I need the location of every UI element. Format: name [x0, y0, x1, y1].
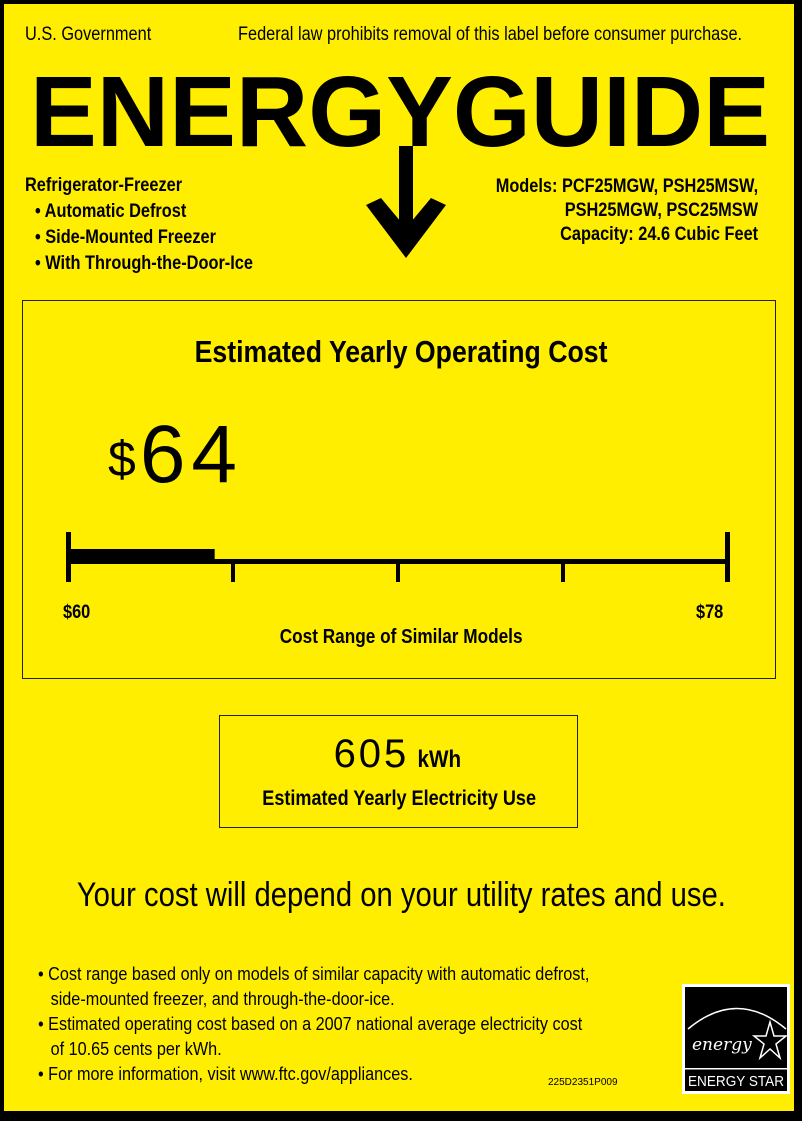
feature-item: • Side-Mounted Freezer — [35, 227, 216, 248]
cost-title: Estimated Yearly Operating Cost — [194, 334, 608, 369]
models-line: Models: PCF25MGW, PSH25MSW, — [495, 176, 758, 197]
range-min-label: $60 — [63, 602, 91, 623]
scale-tick — [561, 560, 565, 582]
us-government-text: U.S. Government — [25, 24, 152, 45]
feature-item: • Automatic Defrost — [35, 201, 187, 222]
range-caption: Cost Range of Similar Models — [279, 626, 523, 648]
models-line: PSH25MGW, PSC25MSW — [564, 200, 758, 221]
kwh-value: 605 kWh — [333, 732, 461, 776]
range-max-label: $78 — [696, 602, 724, 623]
kwh-caption: Estimated Yearly Electricity Use — [262, 787, 536, 810]
product-type: Refrigerator-Freezer — [25, 175, 183, 196]
scale-tick — [396, 560, 400, 582]
cost-indicator-bar — [68, 549, 215, 563]
energy-script: energy — [692, 1035, 752, 1055]
capacity: Capacity: 24.6 Cubic Feet — [560, 224, 758, 245]
arrow-down-icon — [366, 146, 446, 258]
cost-value: $64 — [108, 409, 244, 500]
footnotes: • Cost range based only on models of sim… — [38, 962, 651, 1087]
operating-cost-box — [22, 300, 776, 679]
star-icon — [751, 1019, 789, 1061]
energy-star-logo: energy ENERGY STAR — [682, 984, 790, 1094]
cost-range-scale — [66, 532, 730, 582]
depend-note: Your cost will depend on your utility ra… — [76, 876, 726, 914]
removal-warning: Federal law prohibits removal of this la… — [238, 24, 743, 45]
footnote: • Cost range based only on models of sim… — [38, 964, 590, 1009]
feature-item: • With Through-the-Door-Ice — [35, 253, 253, 274]
energyguide-logo: ENERGYGUIDE — [30, 56, 770, 258]
electricity-use-box — [219, 715, 578, 828]
footnote: • Estimated operating cost based on a 20… — [38, 1014, 583, 1059]
label-code: 225D2351P009 — [548, 1077, 618, 1088]
model-info: Models: PCF25MGW, PSH25MSW, PSH25MGW, PS… — [453, 175, 758, 247]
scale-end-max — [725, 532, 730, 582]
scale-tick — [231, 560, 235, 582]
footnote: • For more information, visit www.ftc.go… — [38, 1064, 413, 1084]
energy-star-text: ENERGY STAR — [688, 1073, 784, 1090]
product-info: Refrigerator-Freezer • Automatic Defrost… — [25, 173, 288, 277]
